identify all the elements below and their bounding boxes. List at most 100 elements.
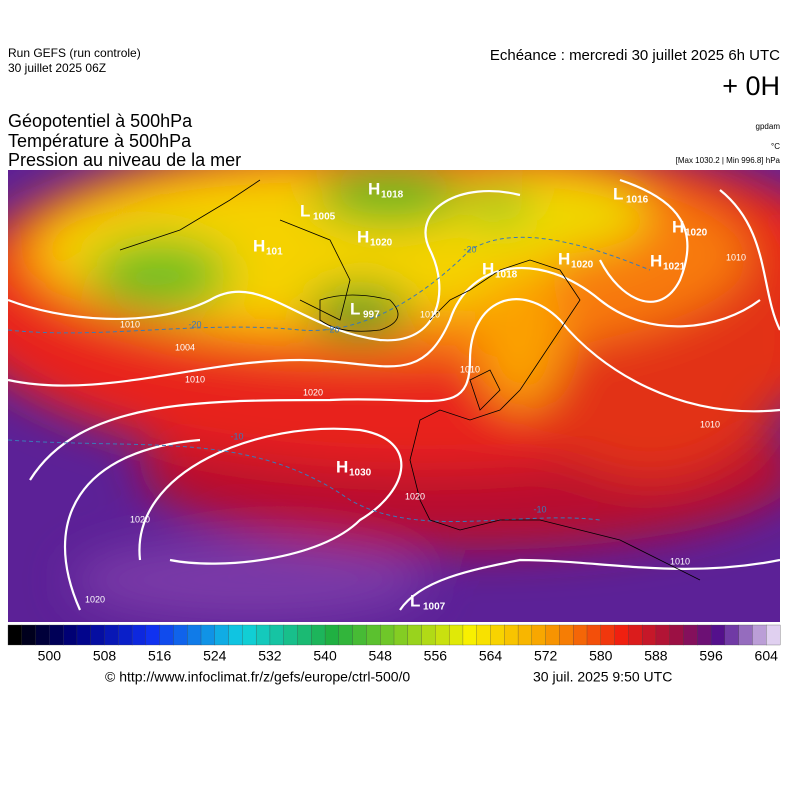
colorbar-swatch: [504, 624, 519, 646]
isobars: [8, 178, 780, 611]
colorbar-swatch: [435, 624, 450, 646]
colorbar-swatch: [476, 624, 491, 646]
pressure-center-type: H: [253, 236, 265, 255]
isobar-label: 1010: [185, 374, 205, 384]
isotherm-label: -20: [326, 324, 339, 334]
colorbar-swatch: [214, 624, 230, 646]
isobar-label: 1010: [670, 556, 690, 566]
isobar-label: 1020: [303, 387, 323, 397]
colorbar-swatch: [655, 624, 671, 646]
colorbar-tick-label: 548: [369, 648, 393, 664]
colorbar-swatch: [697, 624, 712, 646]
pressure-center-value: 101: [266, 247, 283, 258]
colorbar-swatch: [324, 624, 340, 646]
pressure-center-value: 997: [363, 310, 380, 321]
isobar-label: 1010: [120, 319, 140, 329]
field-name: Géopotentiel à 500hPa: [8, 111, 193, 131]
colorbar-swatch: [669, 624, 684, 646]
isobar-label: 1010: [700, 419, 720, 429]
colorbar-tick-label: 588: [644, 648, 668, 664]
pressure-center-type: H: [482, 259, 494, 278]
unit-label: °C: [771, 142, 780, 151]
source-url: © http://www.infoclimat.fr/z/gefs/europe…: [105, 669, 410, 685]
colorbar-swatch: [517, 624, 533, 646]
colorbar-swatch: [90, 624, 105, 646]
colorbar-swatch: [200, 624, 216, 646]
colorbar-swatch: [559, 624, 574, 646]
colorbar-tick-label: 580: [589, 648, 613, 664]
colorbar-swatch: [76, 624, 92, 646]
isobar-label: 1010: [460, 364, 480, 374]
colorbar-swatch: [352, 624, 367, 646]
colorbar-swatch: [380, 624, 395, 646]
lead-time: + 0H: [722, 71, 780, 101]
run-title: Run GEFS (run controle): [8, 46, 141, 60]
colorbar-swatch: [35, 624, 50, 646]
colorbar-swatch: [448, 624, 464, 646]
colorbar-swatch: [738, 624, 753, 646]
colorbar-swatch: [531, 624, 547, 646]
colorbar-swatch: [766, 624, 781, 646]
colorbar-tick-label: 540: [313, 648, 337, 664]
pressure-center-type: L: [300, 201, 310, 220]
colorbar-swatch: [49, 624, 64, 646]
isotherm-label: -20: [463, 244, 476, 254]
pressure-center-value: 1018: [495, 270, 518, 281]
isobar-label: 1010: [420, 309, 440, 319]
colorbar-swatch: [21, 624, 37, 646]
pressure-center-type: L: [613, 184, 623, 203]
colorbar-tick-label: 604: [755, 648, 779, 664]
colorbar-swatch: [710, 624, 726, 646]
pressure-center-value: 1007: [423, 602, 446, 613]
isobar-label: 1010: [726, 252, 746, 262]
isotherm-label: -10: [533, 504, 546, 514]
colorbar-tick-label: 596: [699, 648, 723, 664]
pressure-center-value: 1020: [685, 228, 708, 239]
colorbar-swatch: [311, 624, 326, 646]
pressure-center-type: L: [410, 591, 420, 610]
pressure-center-value: 1005: [313, 212, 336, 223]
colorbar-swatch: [628, 624, 643, 646]
unit-label: gpdam: [756, 122, 781, 131]
colorbar-swatch: [683, 624, 698, 646]
field-name: Pression au niveau de la mer: [8, 150, 241, 170]
colorbar-tick-label: 572: [534, 648, 558, 664]
pressure-center-type: H: [336, 457, 348, 476]
colorbar-swatch: [145, 624, 161, 646]
coastlines: [119, 179, 701, 581]
pressure-center-value: 1020: [571, 260, 594, 271]
unit-label: [Max 1030.2 | Min 996.8] hPa: [676, 156, 781, 165]
colorbar-swatch: [393, 624, 409, 646]
colorbar-swatch: [752, 624, 767, 646]
colorbar-tick-label: 516: [148, 648, 172, 664]
timestamp: 30 juil. 2025 9:50 UTC: [533, 669, 672, 685]
colorbar-swatch: [338, 624, 354, 646]
colorbar-swatch: [187, 624, 202, 646]
colorbar-swatch: [545, 624, 560, 646]
colorbar-tick-label: 556: [424, 648, 448, 664]
colorbar-swatch: [641, 624, 657, 646]
isotherm-label: -10: [230, 431, 243, 441]
colorbar-swatch: [173, 624, 188, 646]
colorbar-swatch: [573, 624, 588, 646]
isobar-label: 1020: [85, 594, 105, 604]
isotherms: [8, 236, 651, 522]
pressure-center-value: 1021: [663, 262, 686, 273]
pressure-center-type: H: [672, 217, 684, 236]
colorbar-tick-label: 524: [203, 648, 227, 664]
colorbar-swatch: [131, 624, 147, 646]
colorbar-swatch: [600, 624, 616, 646]
colorbar-tick-label: 564: [479, 648, 503, 664]
pressure-center-type: H: [368, 179, 380, 198]
pressure-center-value: 1018: [381, 190, 404, 201]
pressure-center-value: 1016: [626, 195, 649, 206]
colorbar-swatch: [490, 624, 505, 646]
colorbar-swatch: [159, 624, 174, 646]
colorbar-swatch: [228, 624, 243, 646]
colorbar-swatch: [118, 624, 133, 646]
isobar-label: 1004: [175, 342, 195, 352]
colorbar-swatch: [283, 624, 298, 646]
